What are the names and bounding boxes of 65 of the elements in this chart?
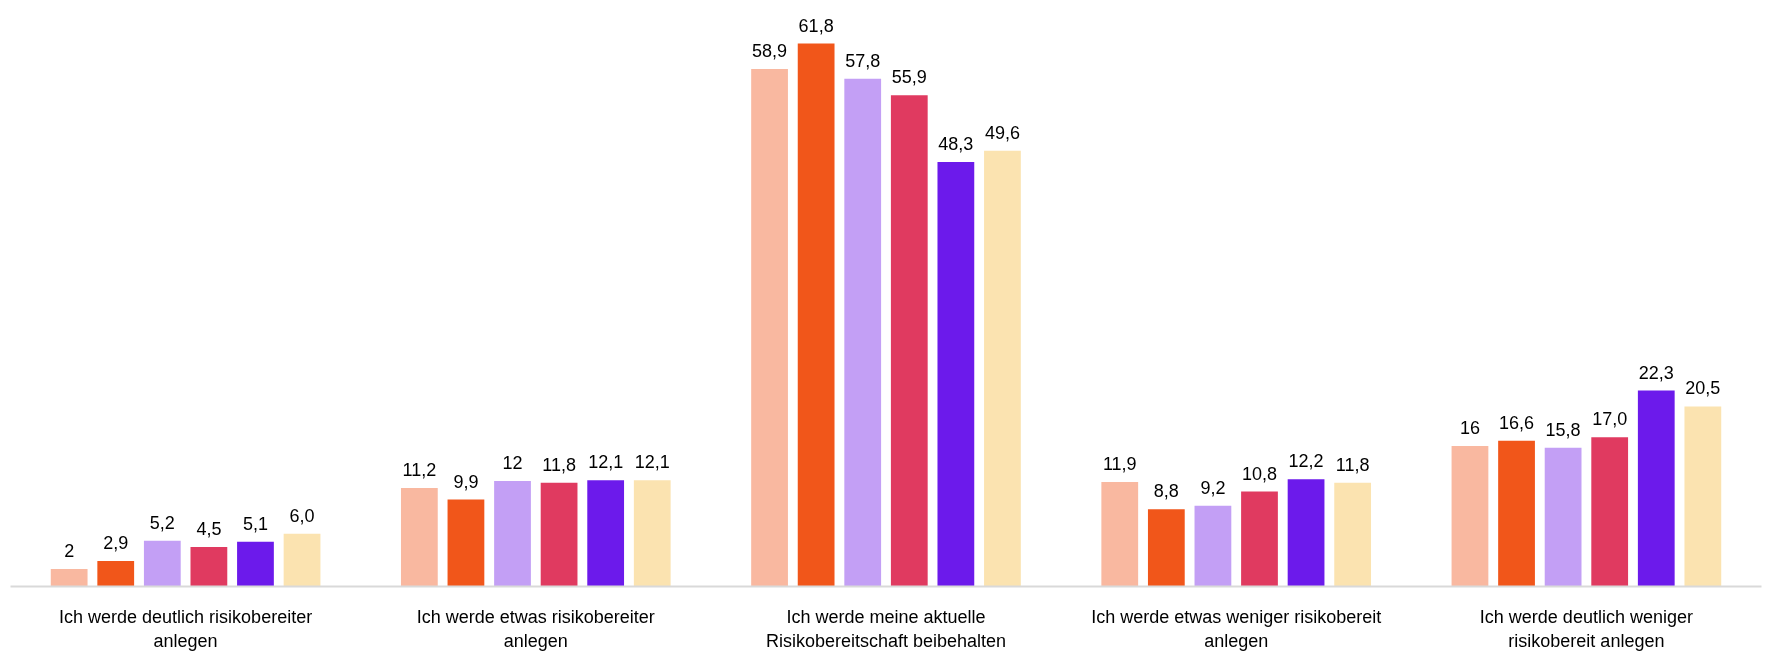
data-label: 8,8	[1153, 481, 1179, 502]
bar	[1101, 481, 1139, 587]
x-tick-label: Ich werde etwas risikobereiter anlegen	[416, 606, 655, 651]
data-label: 6,0	[289, 505, 315, 526]
data-label: 11,8	[542, 454, 576, 475]
data-label: 49,6	[984, 122, 1020, 143]
x-tick-label: Ich werde meine aktuelle Risikobereitschaft beibehalten	[765, 606, 1007, 651]
bar	[937, 162, 975, 587]
x-tick-label: Ich werde deutlich weniger risikobereit anlegen	[1479, 606, 1693, 651]
data-label: 48,3	[938, 134, 974, 155]
data-label: 11,2	[402, 460, 437, 481]
bar	[283, 533, 321, 587]
data-label: 2,9	[103, 533, 129, 554]
x-tick-label: Ich werde deutlich risikobereiter anlegen	[59, 606, 313, 651]
data-label: 58,9	[752, 40, 788, 61]
bar	[50, 568, 88, 587]
data-label: 55,9	[891, 67, 927, 88]
bar	[540, 482, 578, 587]
bar	[1194, 505, 1232, 587]
bar	[1147, 509, 1185, 587]
bar	[400, 488, 438, 587]
bar	[844, 78, 882, 587]
bar	[633, 480, 671, 587]
data-label: 4,5	[196, 518, 222, 539]
bar	[1334, 482, 1372, 587]
data-label: 20,5	[1685, 378, 1721, 399]
bar	[587, 480, 625, 587]
bar	[190, 546, 228, 587]
bar	[494, 481, 531, 587]
data-label: 2	[64, 540, 75, 561]
bar	[890, 95, 928, 587]
data-label: 12,2	[1288, 451, 1324, 472]
data-label: 15,8	[1545, 419, 1581, 440]
data-label: 9,9	[453, 471, 479, 492]
bar	[1451, 445, 1489, 587]
bar	[237, 541, 274, 587]
data-label: 10,8	[1241, 463, 1278, 484]
bar	[1637, 390, 1675, 587]
bar	[797, 43, 835, 587]
data-label: 61,8	[798, 15, 834, 36]
bar	[1544, 447, 1582, 587]
data-label: 9,2	[1200, 477, 1226, 498]
data-label: 12,1	[634, 452, 670, 473]
data-label: 12	[502, 453, 523, 474]
bar	[1241, 491, 1278, 587]
bar	[447, 499, 485, 587]
data-label: 16	[1459, 417, 1480, 438]
bar	[751, 68, 788, 587]
bar	[1287, 479, 1325, 587]
bar	[1498, 440, 1535, 587]
data-label: 17,0	[1592, 409, 1628, 430]
bar	[984, 150, 1021, 587]
data-label: 5,2	[149, 512, 175, 533]
data-label: 5,1	[242, 513, 268, 534]
data-label: 16,6	[1499, 412, 1535, 433]
bar	[97, 561, 135, 587]
bar	[1684, 406, 1722, 587]
bar	[1591, 437, 1629, 587]
data-label: 11,8	[1335, 454, 1370, 475]
data-label: 12,1	[588, 452, 624, 473]
data-label: 11,9	[1102, 453, 1137, 474]
data-label: 57,8	[845, 50, 881, 71]
x-tick-label: Ich werde etwas weniger risikobereit anlegen	[1091, 606, 1382, 651]
bar	[143, 540, 181, 587]
data-label: 22,3	[1638, 362, 1674, 383]
